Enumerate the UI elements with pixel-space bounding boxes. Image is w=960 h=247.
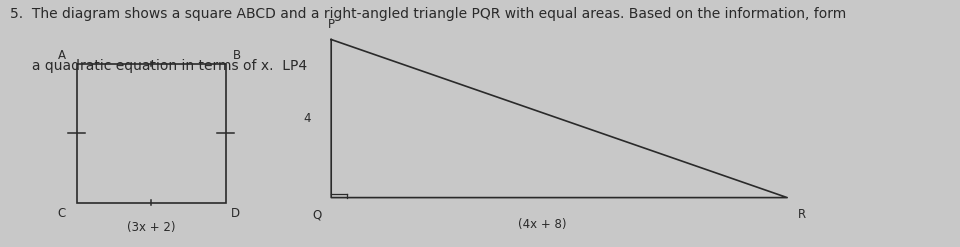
Text: D: D <box>230 207 240 220</box>
Text: B: B <box>233 49 241 62</box>
Text: P: P <box>327 18 335 31</box>
Text: a quadratic equation in terms of x.  LP4: a quadratic equation in terms of x. LP4 <box>10 59 307 73</box>
Text: (3x + 2): (3x + 2) <box>128 221 176 234</box>
Text: 4: 4 <box>303 112 311 125</box>
Text: C: C <box>58 207 65 220</box>
Text: A: A <box>58 49 65 62</box>
Text: (4x + 8): (4x + 8) <box>518 218 566 231</box>
Text: Q: Q <box>312 208 322 221</box>
Text: R: R <box>798 208 805 221</box>
Bar <box>77 64 226 203</box>
Text: 5.  The diagram shows a square ABCD and a right-angled triangle PQR with equal a: 5. The diagram shows a square ABCD and a… <box>10 7 846 21</box>
